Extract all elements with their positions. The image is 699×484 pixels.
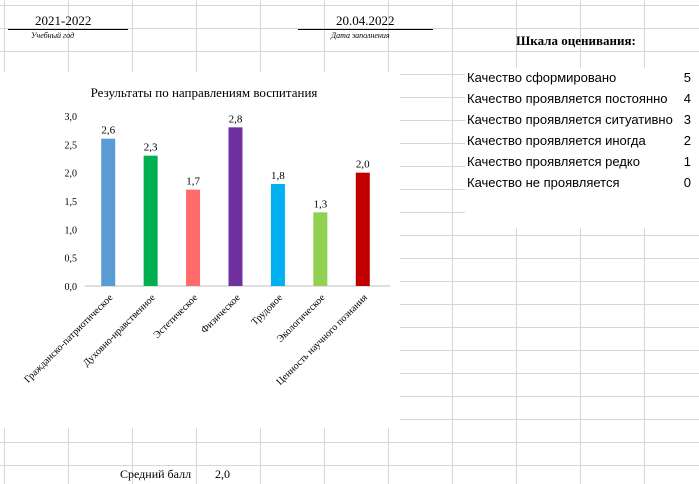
x-category-label: Трудовое xyxy=(249,292,285,328)
scale-row: Качество сформировано 5 xyxy=(465,68,697,88)
y-tick-label: 3,0 xyxy=(65,112,78,123)
bar xyxy=(101,138,116,286)
year-value[interactable]: 2021-2022 xyxy=(35,13,92,28)
scale-label: Качество не проявляется xyxy=(467,175,620,190)
y-tick-label: 0,0 xyxy=(65,282,78,293)
x-category-label: Ценность научного познания xyxy=(275,292,371,388)
year-underline xyxy=(8,29,128,30)
bar-value-label: 2,6 xyxy=(101,125,115,137)
bar xyxy=(313,212,328,286)
average-label: Средний балл xyxy=(120,467,192,481)
bar xyxy=(186,189,201,286)
x-category-label: Физическое xyxy=(199,292,243,336)
scale-score: 1 xyxy=(683,154,691,169)
y-tick-label: 1,0 xyxy=(65,225,78,236)
scale-row: Качество проявляется постоянно 4 xyxy=(465,89,697,109)
date-value[interactable]: 20.04.2022 xyxy=(336,13,395,28)
bar xyxy=(143,155,158,286)
scale-score: 5 xyxy=(683,70,691,85)
y-tick-label: 1,5 xyxy=(65,197,78,208)
scale-label: Качество проявляется ситуативно xyxy=(467,112,673,127)
bar-value-label: 1,7 xyxy=(186,176,200,188)
y-tick-label: 2,0 xyxy=(65,169,78,180)
bar xyxy=(355,172,370,286)
chart-title: Результаты по направлениям воспитания xyxy=(91,85,318,100)
bar-value-label: 1,8 xyxy=(271,170,285,182)
scale-table: Качество сформировано 5 Качество проявля… xyxy=(465,68,699,228)
x-category-label: Духовно-нравственное xyxy=(81,292,158,369)
bar-value-label: 1,3 xyxy=(313,198,327,210)
bar-value-label: 2,3 xyxy=(144,142,158,154)
bar xyxy=(270,184,285,286)
bar xyxy=(228,127,243,286)
scale-score: 4 xyxy=(683,91,691,106)
scale-score: 2 xyxy=(683,133,691,148)
scale-row: Качество проявляется ситуативно 3 xyxy=(465,110,697,130)
x-category-label: Эстетическое xyxy=(152,292,201,341)
date-underline xyxy=(298,29,433,30)
y-tick-label: 2,5 xyxy=(65,140,78,151)
average-value[interactable]: 2,0 xyxy=(215,467,230,481)
bar-value-label: 2,8 xyxy=(229,113,243,125)
scale-row: Качество не проявляется 0 xyxy=(465,173,697,193)
scale-row: Качество проявляется редко 1 xyxy=(465,152,697,172)
scale-score: 0 xyxy=(683,175,691,190)
date-caption: Дата заполнения xyxy=(331,31,390,40)
scale-label: Качество проявляется иногда xyxy=(467,133,646,148)
bar-chart: Результаты по направлениям воспитания 0,… xyxy=(22,85,390,388)
year-caption: Учебный год xyxy=(31,31,75,40)
x-category-label: Гражданско-патриотическое xyxy=(22,292,115,385)
bar-value-label: 2,0 xyxy=(356,159,370,171)
chart-container[interactable]: Результаты по направлениям воспитания 0,… xyxy=(0,72,400,428)
scale-row: Качество проявляется иногда 2 xyxy=(465,131,697,151)
scale-label: Качество проявляется постоянно xyxy=(467,91,668,106)
scale-score: 3 xyxy=(683,112,691,127)
scale-label: Качество сформировано xyxy=(467,70,617,85)
scale-title: Шкала оценивания: xyxy=(516,33,636,48)
y-tick-label: 0,5 xyxy=(65,254,78,265)
scale-label: Качество проявляется редко xyxy=(467,154,640,169)
